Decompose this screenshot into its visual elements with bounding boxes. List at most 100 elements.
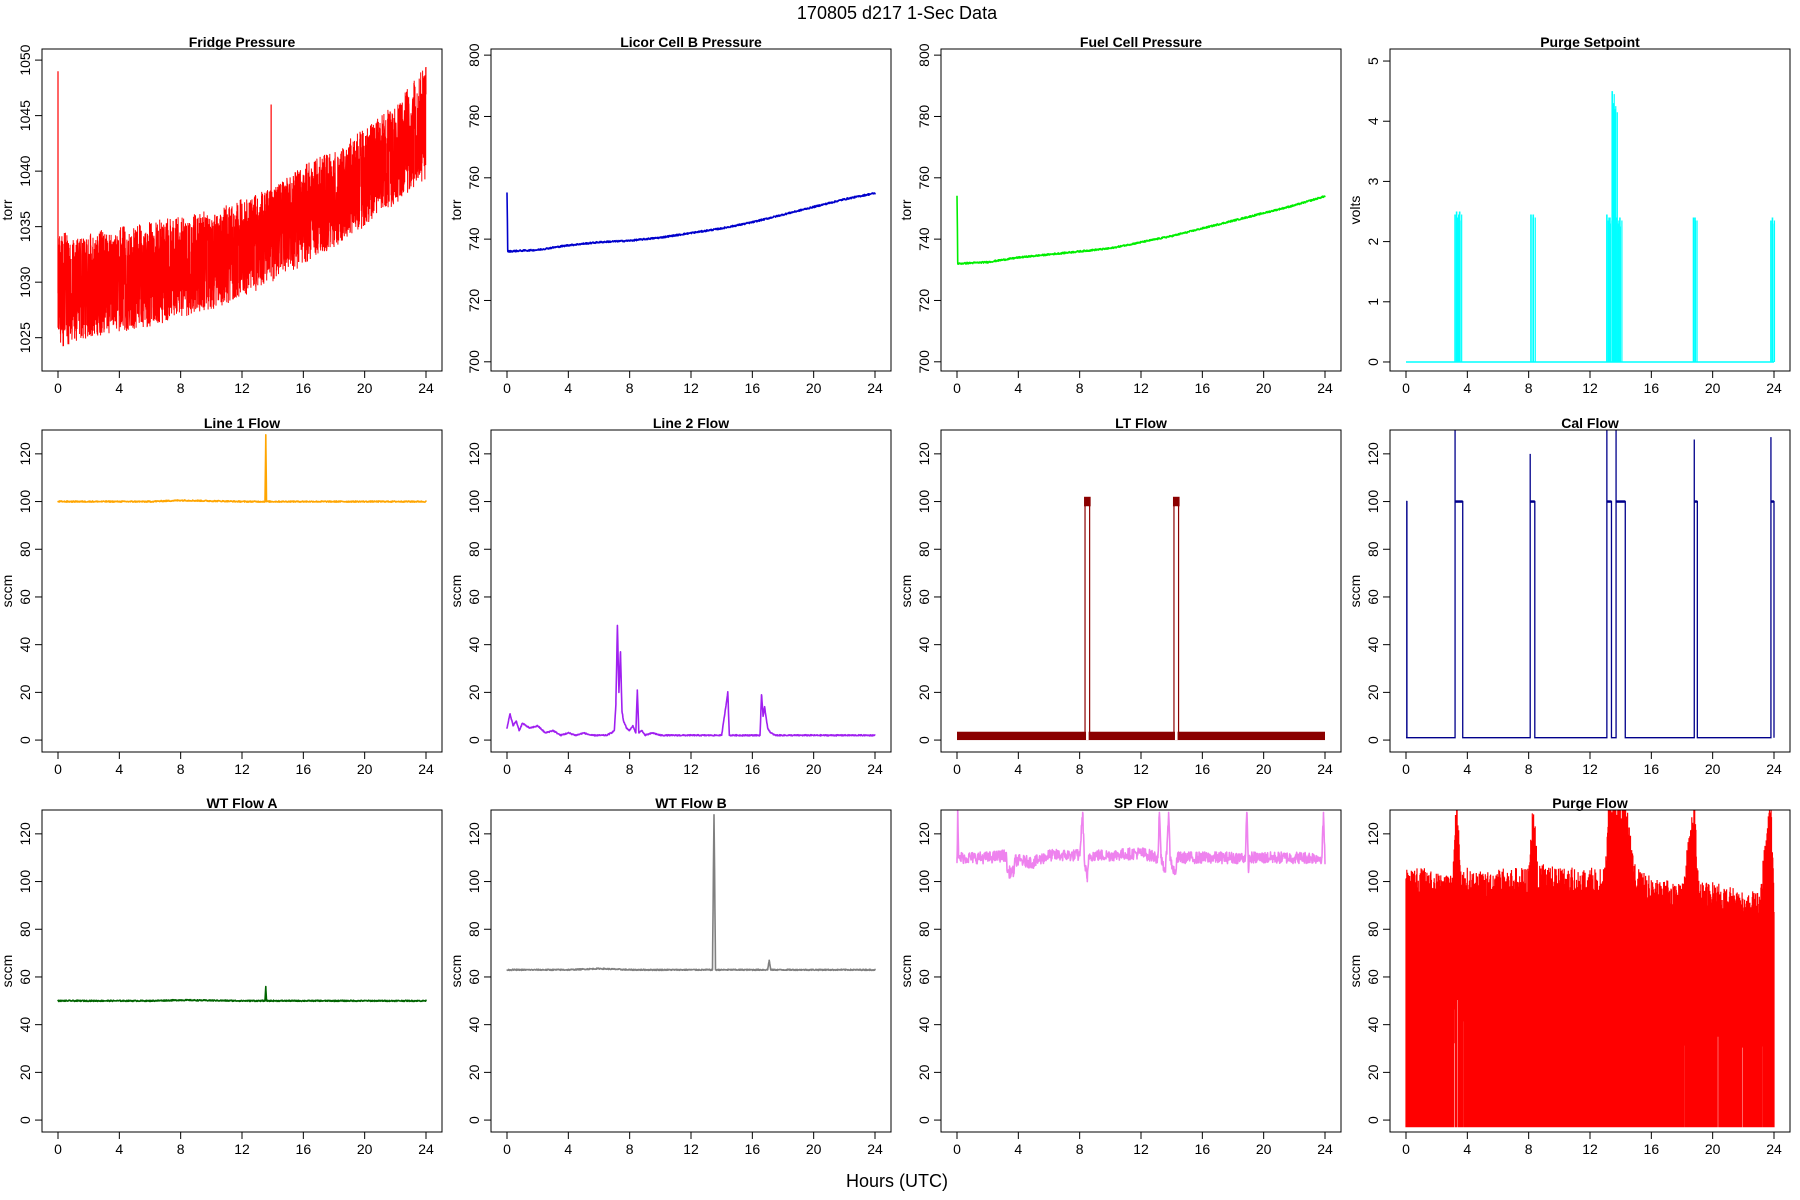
y-tick-label: 0: [916, 736, 932, 744]
y-tick-label: 740: [466, 227, 482, 251]
x-tick-label: 16: [1195, 761, 1211, 777]
y-axis-label: sccm: [448, 575, 464, 608]
x-tick-label: 8: [1076, 380, 1084, 396]
x-tick-label: 20: [1256, 761, 1272, 777]
x-tick-label: 16: [1195, 380, 1211, 396]
plot-frame: [940, 429, 1342, 753]
x-tick-label: 8: [626, 1141, 634, 1157]
y-tick-label: 80: [466, 541, 482, 557]
y-tick-label: 60: [466, 969, 482, 985]
y-tick-label: 0: [1365, 1116, 1381, 1124]
y-tick-label: 4: [1365, 117, 1381, 125]
y-tick-label: 120: [1365, 822, 1381, 846]
y-axis-label: sccm: [448, 955, 464, 988]
x-tick-label: 24: [418, 380, 434, 396]
y-tick-label: 60: [466, 589, 482, 605]
x-tick-label: 16: [1644, 1141, 1660, 1157]
y-tick-label: 20: [1365, 684, 1381, 700]
x-tick-label: 8: [1525, 761, 1533, 777]
y-tick-label: 700: [916, 350, 932, 374]
panel-10: SP Flow sccm 0 4 8 12 16 20 24 0 20 40 60 80 100 120: [898, 795, 1342, 1157]
x-tick-label: 20: [806, 1141, 822, 1157]
plot-frame: [1389, 429, 1791, 753]
x-tick-label: 24: [867, 1141, 883, 1157]
series-line: [506, 814, 876, 972]
x-tick-label: 24: [867, 380, 883, 396]
x-tick-label: 8: [626, 761, 634, 777]
y-tick-label: 120: [17, 442, 33, 466]
series-line: [956, 195, 1326, 265]
x-tick-label: 16: [745, 761, 761, 777]
x-tick-label: 20: [1256, 380, 1272, 396]
x-tick-label: 0: [503, 1141, 511, 1157]
x-tick-label: 20: [357, 761, 373, 777]
x-tick-label: 8: [177, 1141, 185, 1157]
y-tick-label: 1: [1365, 298, 1381, 306]
y-tick-label: 1025: [17, 322, 33, 353]
plot-frame: [490, 48, 892, 372]
y-tick-label: 100: [1365, 490, 1381, 514]
x-tick-label: 24: [1766, 1141, 1782, 1157]
panel-title: Licor Cell B Pressure: [620, 34, 762, 50]
x-tick-label: 20: [1705, 380, 1721, 396]
x-tick-label: 0: [953, 380, 961, 396]
plot-frame: [41, 48, 443, 372]
plot-area: [956, 195, 1326, 265]
y-tick-label: 20: [916, 684, 932, 700]
y-tick-label: 80: [1365, 541, 1381, 557]
y-tick-label: 5: [1365, 57, 1381, 65]
x-tick-label: 4: [1014, 1141, 1022, 1157]
y-axis-label: sccm: [898, 575, 914, 608]
x-tick-label: 12: [1133, 1141, 1149, 1157]
y-tick-label: 760: [916, 166, 932, 190]
y-axis-label: torr: [448, 199, 464, 220]
panel-title: Fuel Cell Pressure: [1080, 34, 1202, 50]
panel-7: Cal Flow sccm 0 4 8 12 16 20 24 0 20 40 60 80 100 120: [1347, 415, 1791, 777]
y-tick-label: 120: [466, 822, 482, 846]
plot-area: [956, 810, 1326, 883]
x-tick-label: 4: [564, 761, 572, 777]
x-tick-label: 20: [1705, 761, 1721, 777]
x-tick-label: 4: [1014, 761, 1022, 777]
x-tick-label: 8: [177, 761, 185, 777]
y-tick-label: 1045: [17, 100, 33, 131]
plot-frame: [940, 48, 1342, 372]
plot-area: [57, 67, 427, 347]
y-axis-label: volts: [1347, 196, 1363, 225]
y-tick-label: 0: [1365, 736, 1381, 744]
x-tick-label: 24: [1317, 1141, 1333, 1157]
plot-area: [506, 192, 876, 253]
plot-area: [1406, 430, 1775, 739]
step-top: [1084, 496, 1091, 507]
panel-1: Licor Cell B Pressure torr 0 4 8 12 16 20 24 700 7…: [448, 34, 892, 396]
y-tick-label: 120: [466, 442, 482, 466]
plot-area: [506, 624, 876, 737]
plot-frame: [1389, 48, 1791, 372]
figure-xlabel: Hours (UTC): [846, 1171, 948, 1191]
x-tick-label: 12: [234, 761, 250, 777]
x-tick-label: 0: [54, 380, 62, 396]
y-tick-label: 720: [916, 289, 932, 313]
x-tick-label: 12: [1133, 761, 1149, 777]
y-tick-label: 0: [466, 1116, 482, 1124]
x-tick-label: 4: [564, 380, 572, 396]
y-tick-label: 3: [1365, 177, 1381, 185]
y-tick-label: 60: [916, 589, 932, 605]
panel-title: LT Flow: [1115, 415, 1167, 431]
y-tick-label: 780: [466, 105, 482, 129]
y-tick-label: 20: [17, 1064, 33, 1080]
y-tick-label: 100: [17, 490, 33, 514]
y-tick-label: 1030: [17, 266, 33, 297]
series-line: [506, 192, 876, 253]
y-tick-label: 120: [916, 442, 932, 466]
x-tick-label: 16: [296, 761, 312, 777]
x-tick-label: 0: [1402, 1141, 1410, 1157]
x-tick-label: 12: [1582, 761, 1598, 777]
y-tick-label: 80: [916, 541, 932, 557]
plot-area: [1405, 810, 1775, 1128]
y-tick-label: 80: [916, 921, 932, 937]
x-tick-label: 12: [683, 1141, 699, 1157]
plot-frame: [41, 429, 443, 753]
y-tick-label: 20: [17, 684, 33, 700]
step-gap: [1086, 506, 1089, 741]
